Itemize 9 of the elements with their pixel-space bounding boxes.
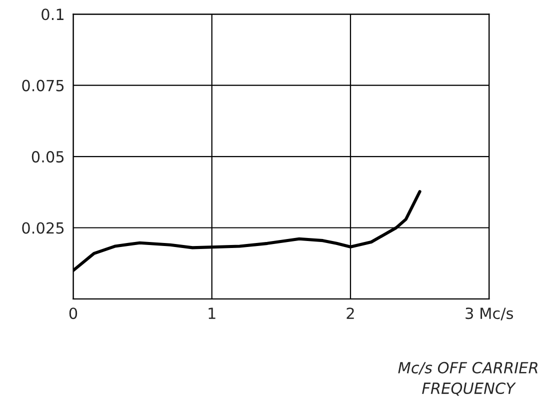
x-tick-label: 3 Mc/s <box>466 308 514 320</box>
x-tick-label: 2 <box>346 308 354 319</box>
y-tick-label: 0.05 <box>32 151 64 163</box>
x-tick-label: 1 <box>208 308 216 319</box>
y-tick-label: 0.025 <box>22 222 64 234</box>
x-axis-title: Mc/s OFF CARRIER FREQUENCY <box>398 362 538 396</box>
x-tick-label: 0 <box>69 308 78 320</box>
y-tick-label: 0.075 <box>22 80 64 92</box>
y-tick-label: 0.1 <box>42 8 64 20</box>
